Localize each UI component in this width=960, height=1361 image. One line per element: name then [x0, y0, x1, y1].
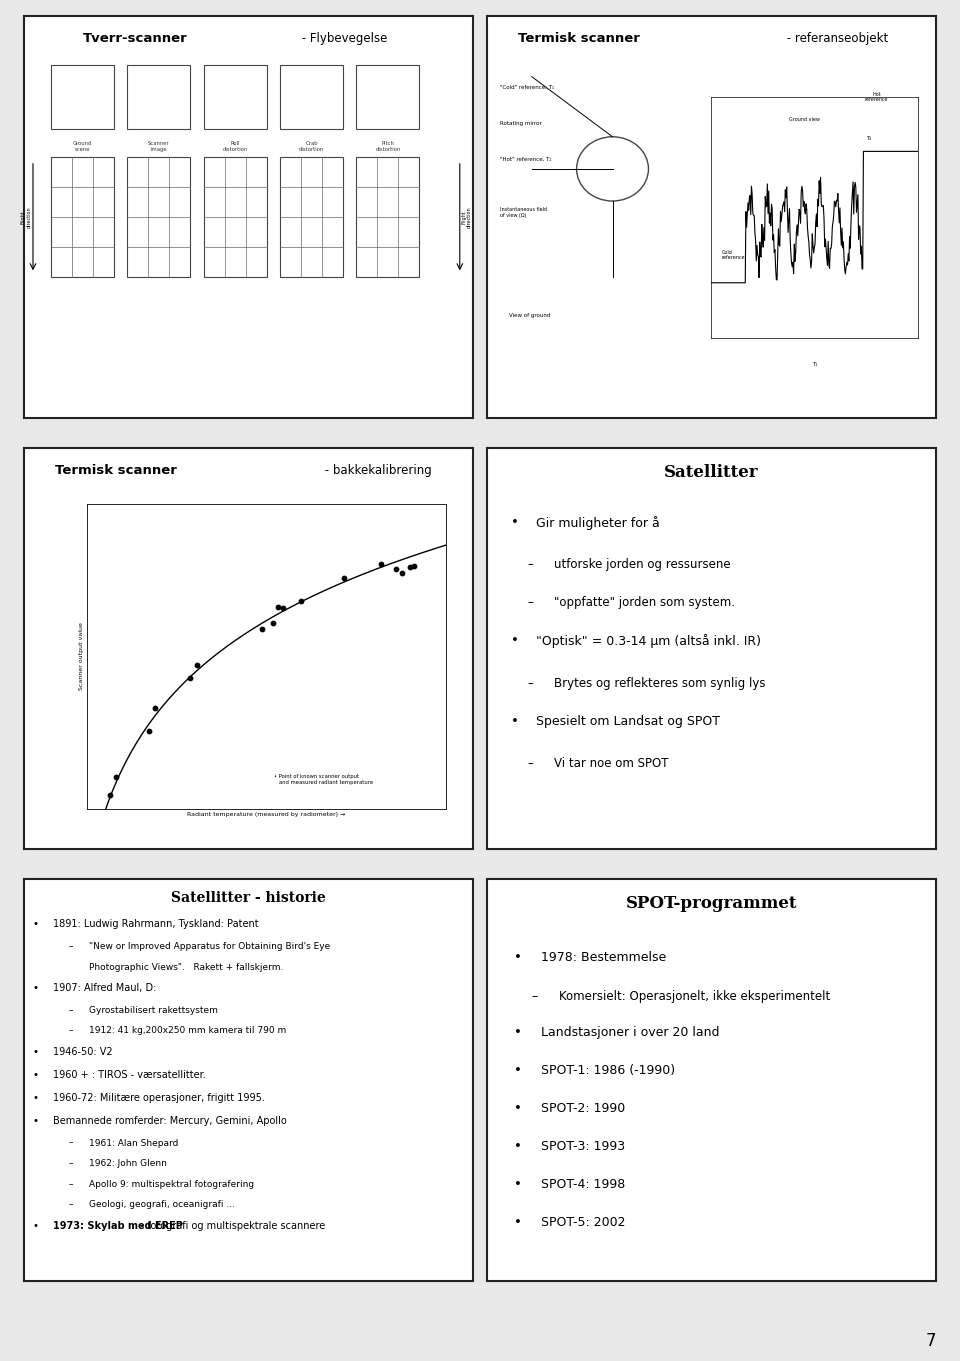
Text: Brytes og reflekteres som synlig lys: Brytes og reflekteres som synlig lys	[554, 676, 766, 690]
Text: 7: 7	[925, 1332, 936, 1350]
Text: 1962: John Glenn: 1962: John Glenn	[89, 1160, 167, 1168]
Text: –: –	[69, 1006, 73, 1015]
Text: –: –	[527, 596, 533, 610]
Text: –: –	[527, 558, 533, 572]
Text: Apollo 9: multispektral fotografering: Apollo 9: multispektral fotografering	[89, 1180, 254, 1188]
Text: 1912: 41 kg,200x250 mm kamera til 790 m: 1912: 41 kg,200x250 mm kamera til 790 m	[89, 1026, 286, 1036]
Text: Satellitter - historie: Satellitter - historie	[171, 891, 326, 905]
Text: Spesielt om Landsat og SPOT: Spesielt om Landsat og SPOT	[536, 715, 720, 728]
Text: Photographic Views".   Rakett + fallskjerm.: Photographic Views". Rakett + fallskjerm…	[89, 962, 283, 972]
Text: –: –	[69, 942, 73, 951]
Text: •: •	[33, 1221, 39, 1230]
Text: •: •	[514, 1179, 521, 1191]
Text: Instantaneous field
of view (Ω): Instantaneous field of view (Ω)	[500, 207, 547, 218]
Text: Pitch
distortion: Pitch distortion	[375, 140, 400, 151]
Text: •: •	[514, 951, 521, 965]
Text: SPOT-programmet: SPOT-programmet	[626, 896, 797, 912]
Text: –: –	[69, 1160, 73, 1168]
Text: –: –	[527, 676, 533, 690]
Text: –: –	[532, 989, 538, 1003]
Text: SPOT-4: 1998: SPOT-4: 1998	[540, 1179, 625, 1191]
Text: Termisk scanner: Termisk scanner	[56, 464, 178, 476]
Text: Rotating mirror: Rotating mirror	[500, 121, 542, 125]
Text: Roll
distortion: Roll distortion	[223, 140, 248, 151]
Text: "oppfatte" jorden som system.: "oppfatte" jorden som system.	[554, 596, 735, 610]
Text: –: –	[69, 1180, 73, 1188]
Text: 1891: Ludwig Rahrmann, Tyskland: Patent: 1891: Ludwig Rahrmann, Tyskland: Patent	[53, 920, 259, 930]
Text: 1960 + : TIROS - værsatellitter.: 1960 + : TIROS - værsatellitter.	[53, 1070, 206, 1079]
Text: •: •	[514, 1217, 521, 1229]
Text: •: •	[514, 1141, 521, 1153]
Text: "Optisk" = 0.3-14 μm (altså inkl. IR): "Optisk" = 0.3-14 μm (altså inkl. IR)	[536, 634, 761, 648]
Text: Scanner
image: Scanner image	[148, 140, 170, 151]
Text: View of ground: View of ground	[509, 313, 550, 318]
Text: 1960-72: Militære operasjoner, frigitt 1995.: 1960-72: Militære operasjoner, frigitt 1…	[53, 1093, 265, 1102]
Text: SPOT-2: 1990: SPOT-2: 1990	[540, 1102, 625, 1115]
Text: 1973: Skylab med EREP: 1973: Skylab med EREP	[53, 1221, 186, 1230]
Text: - bakkekalibrering: - bakkekalibrering	[321, 464, 431, 476]
Text: utforske jorden og ressursene: utforske jorden og ressursene	[554, 558, 731, 572]
Text: Crab
distortion: Crab distortion	[299, 140, 324, 151]
Text: "Hot" reference, T₂: "Hot" reference, T₂	[500, 157, 552, 162]
Text: Gyrostabilisert rakettsystem: Gyrostabilisert rakettsystem	[89, 1006, 218, 1015]
Text: SPOT-5: 2002: SPOT-5: 2002	[540, 1217, 625, 1229]
Text: 1978: Bestemmelse: 1978: Bestemmelse	[540, 951, 666, 965]
Text: Komersielt: Operasjonelt, ikke eksperimentelt: Komersielt: Operasjonelt, ikke eksperime…	[559, 989, 829, 1003]
Text: "New or Improved Apparatus for Obtaining Bird's Eye: "New or Improved Apparatus for Obtaining…	[89, 942, 330, 951]
Text: 1946-50: V2: 1946-50: V2	[53, 1047, 113, 1057]
Text: Ground
scene: Ground scene	[73, 140, 92, 151]
Text: 1961: Alan Shepard: 1961: Alan Shepard	[89, 1139, 179, 1147]
Text: Gir muligheter for å: Gir muligheter for å	[536, 516, 660, 529]
Text: •: •	[512, 715, 519, 728]
Text: •: •	[514, 1102, 521, 1115]
Text: •: •	[33, 1116, 39, 1126]
Text: •: •	[514, 1064, 521, 1077]
Text: Landstasjoner i over 20 land: Landstasjoner i over 20 land	[540, 1026, 719, 1038]
Text: Tverr-scanner: Tverr-scanner	[83, 33, 187, 45]
Text: "Cold" reference, T₁: "Cold" reference, T₁	[500, 84, 554, 90]
Text: SPOT-3: 1993: SPOT-3: 1993	[540, 1141, 625, 1153]
Text: –: –	[69, 1200, 73, 1210]
Text: •: •	[514, 1026, 521, 1038]
Text: - referanseobjekt: - referanseobjekt	[783, 33, 889, 45]
Text: - fotografi og multispektrale scannere: - fotografi og multispektrale scannere	[53, 1221, 325, 1230]
Text: SPOT-1: 1986 (-1990): SPOT-1: 1986 (-1990)	[540, 1064, 675, 1077]
Text: –: –	[69, 1139, 73, 1147]
Text: Flight
direction: Flight direction	[21, 207, 32, 227]
Text: •: •	[33, 1093, 39, 1102]
Text: Flight
direction: Flight direction	[461, 207, 472, 227]
Text: Termisk scanner: Termisk scanner	[518, 33, 640, 45]
Text: –: –	[69, 1026, 73, 1036]
Text: •: •	[33, 920, 39, 930]
Text: •: •	[33, 1070, 39, 1079]
Text: •: •	[512, 516, 519, 529]
Text: Vi tar noe om SPOT: Vi tar noe om SPOT	[554, 757, 668, 770]
Text: 1907: Alfred Maul, D:: 1907: Alfred Maul, D:	[53, 983, 156, 994]
Text: •: •	[33, 983, 39, 994]
Text: •: •	[33, 1047, 39, 1057]
Text: –: –	[527, 757, 533, 770]
Text: - Flybevegelse: - Flybevegelse	[298, 33, 388, 45]
Text: Bemannede romferder: Mercury, Gemini, Apollo: Bemannede romferder: Mercury, Gemini, Ap…	[53, 1116, 287, 1126]
Text: Satellitter: Satellitter	[664, 464, 758, 480]
Text: •: •	[512, 634, 519, 648]
Text: Geologi, geografi, oceanigrafi ...: Geologi, geografi, oceanigrafi ...	[89, 1200, 235, 1210]
